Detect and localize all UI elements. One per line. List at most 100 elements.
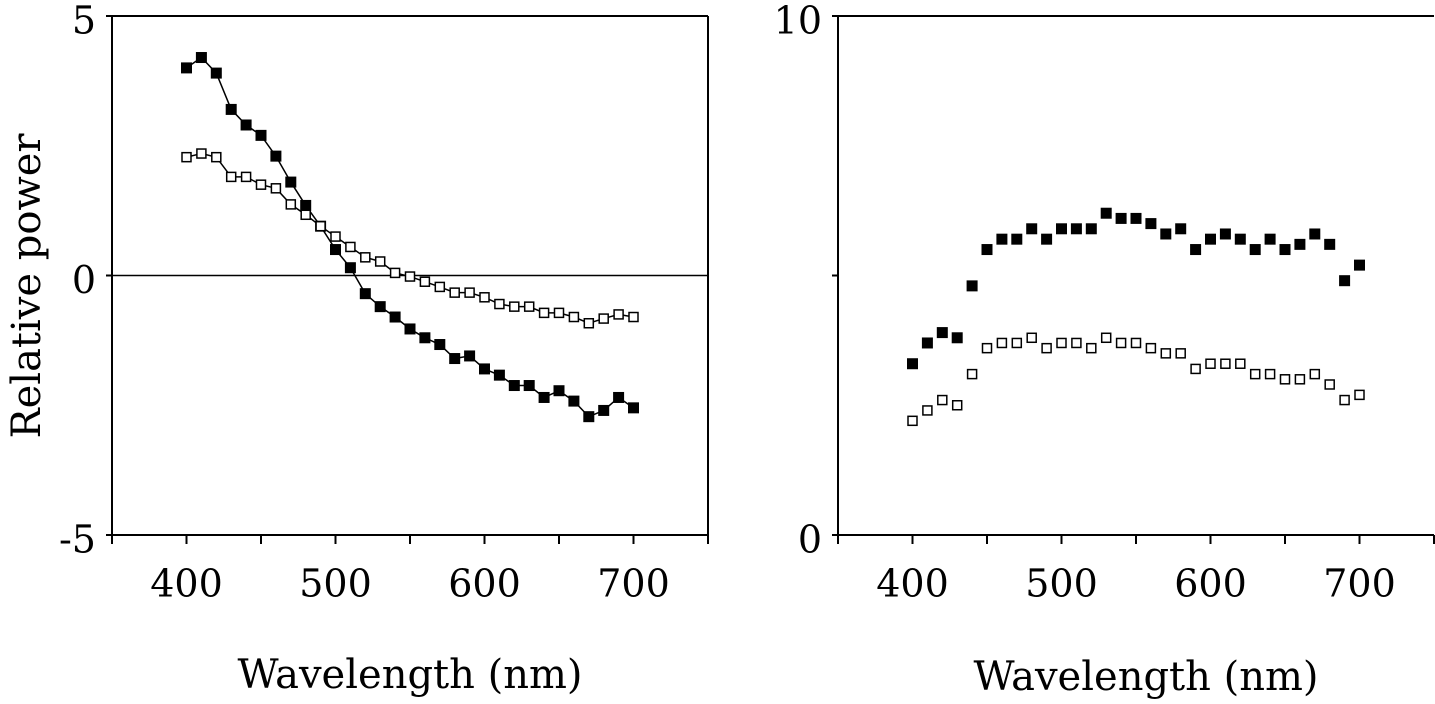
x-tick-label: 400 bbox=[876, 562, 949, 606]
marker bbox=[628, 311, 639, 323]
marker bbox=[434, 339, 446, 351]
marker bbox=[936, 327, 948, 339]
marker bbox=[1294, 374, 1306, 385]
marker bbox=[240, 171, 252, 183]
marker bbox=[1309, 228, 1321, 240]
marker bbox=[951, 332, 963, 344]
marker bbox=[419, 332, 431, 344]
marker bbox=[1100, 332, 1112, 344]
marker bbox=[1071, 337, 1082, 349]
marker bbox=[981, 244, 993, 256]
marker bbox=[1279, 244, 1291, 256]
marker bbox=[538, 307, 550, 319]
marker bbox=[404, 323, 416, 335]
marker bbox=[508, 380, 520, 392]
marker bbox=[330, 231, 341, 242]
marker bbox=[1264, 368, 1276, 380]
marker bbox=[1011, 233, 1023, 245]
marker bbox=[479, 363, 490, 375]
marker bbox=[1294, 238, 1306, 250]
marker bbox=[1219, 228, 1231, 240]
marker bbox=[255, 179, 267, 190]
x-tick-label: 600 bbox=[448, 562, 521, 606]
marker bbox=[285, 176, 297, 188]
marker bbox=[449, 353, 461, 365]
marker bbox=[464, 350, 476, 362]
marker bbox=[1354, 259, 1365, 271]
marker bbox=[1085, 223, 1097, 235]
marker bbox=[1354, 389, 1365, 401]
marker bbox=[1175, 348, 1186, 359]
marker bbox=[1205, 358, 1216, 369]
marker bbox=[1175, 223, 1187, 235]
marker bbox=[1026, 223, 1038, 235]
marker bbox=[315, 220, 326, 232]
series-line bbox=[186, 152, 634, 325]
marker bbox=[345, 241, 356, 253]
marker bbox=[344, 262, 356, 274]
marker bbox=[300, 199, 312, 211]
marker bbox=[523, 380, 535, 392]
marker bbox=[996, 233, 1008, 245]
marker bbox=[538, 391, 550, 403]
marker bbox=[553, 385, 565, 397]
marker bbox=[523, 301, 535, 312]
marker bbox=[1115, 337, 1127, 349]
marker bbox=[509, 301, 520, 312]
marker bbox=[359, 288, 371, 300]
marker bbox=[1235, 358, 1246, 369]
marker bbox=[464, 287, 475, 298]
series-line bbox=[186, 56, 634, 418]
marker bbox=[1145, 218, 1157, 230]
marker bbox=[389, 267, 401, 279]
marker bbox=[195, 52, 207, 64]
marker bbox=[196, 148, 207, 159]
marker bbox=[937, 394, 948, 406]
marker bbox=[1264, 233, 1276, 245]
marker bbox=[553, 307, 565, 319]
marker bbox=[583, 317, 595, 329]
marker bbox=[907, 415, 918, 427]
marker bbox=[1100, 207, 1112, 219]
y-tick-label: 0 bbox=[798, 518, 822, 562]
marker bbox=[419, 276, 431, 287]
marker bbox=[568, 395, 580, 407]
marker bbox=[907, 358, 918, 370]
marker bbox=[613, 309, 624, 320]
marker bbox=[374, 301, 386, 313]
marker bbox=[1011, 337, 1023, 349]
marker bbox=[1041, 233, 1053, 245]
x-tick-label: 700 bbox=[597, 562, 670, 606]
marker bbox=[598, 404, 610, 416]
marker bbox=[374, 256, 386, 267]
marker bbox=[1309, 368, 1321, 380]
marker bbox=[1056, 337, 1067, 349]
y-axis-label: Relative power bbox=[4, 133, 50, 439]
marker bbox=[1339, 275, 1351, 287]
marker bbox=[1086, 342, 1097, 354]
marker bbox=[1190, 363, 1201, 375]
marker bbox=[1279, 374, 1291, 385]
marker bbox=[300, 209, 311, 221]
marker bbox=[181, 151, 192, 163]
marker bbox=[479, 292, 490, 303]
marker bbox=[255, 129, 267, 141]
y-tick-label: 0 bbox=[72, 258, 96, 302]
marker bbox=[628, 402, 639, 414]
marker bbox=[1056, 223, 1067, 235]
marker bbox=[285, 199, 297, 210]
marker bbox=[210, 67, 222, 79]
marker bbox=[1190, 244, 1202, 256]
marker bbox=[493, 369, 505, 381]
marker bbox=[922, 405, 933, 416]
marker bbox=[1130, 337, 1142, 349]
marker bbox=[1234, 233, 1246, 245]
marker bbox=[1026, 332, 1037, 344]
x-tick-label: 500 bbox=[1025, 562, 1098, 606]
marker bbox=[211, 151, 222, 163]
marker bbox=[1145, 342, 1157, 354]
marker bbox=[494, 298, 505, 310]
x-axis-label: Wavelength (nm) bbox=[973, 654, 1318, 700]
marker bbox=[981, 342, 993, 354]
